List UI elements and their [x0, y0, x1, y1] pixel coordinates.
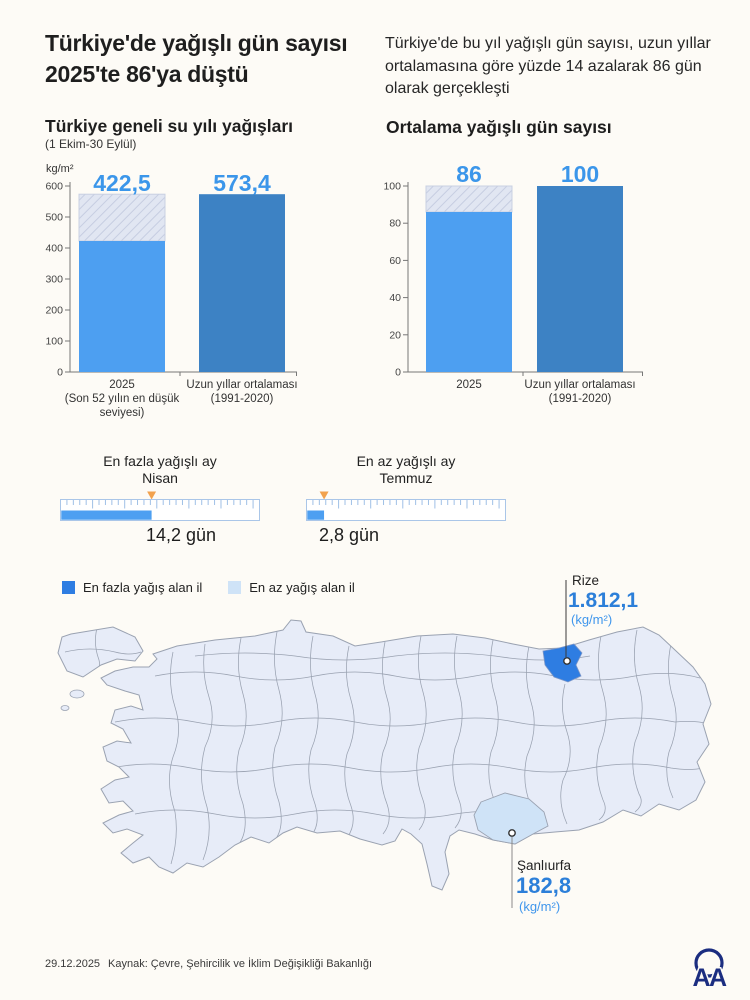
- gauge-caption: En az yağışlı ay: [356, 453, 456, 469]
- rize-unit: (kg/m²): [571, 612, 613, 627]
- svg-text:100: 100: [45, 336, 63, 348]
- svg-text:Uzun yıllar ortalaması: Uzun yıllar ortalaması: [186, 379, 297, 391]
- legend-label-max: En fazla yağış alan il: [83, 580, 203, 595]
- rize-point-marker: [563, 657, 571, 665]
- axis-ticks: [403, 185, 643, 376]
- svg-text:400: 400: [45, 243, 63, 255]
- island: [60, 705, 70, 711]
- bar-long-term-average: [199, 194, 285, 372]
- sanliurfa-point-marker: [508, 829, 516, 837]
- svg-text:60: 60: [389, 255, 401, 267]
- gauge-value: 14,2 gün: [146, 525, 217, 545]
- page-title-line2: 2025'te 86'ya düştü: [45, 61, 249, 87]
- gauge-label: En fazla yağışlı ay Nisan: [60, 453, 260, 487]
- left-chart-title: Türkiye geneli su yılı yağışları: [45, 116, 294, 136]
- bar-2025-value: 422,5: [93, 170, 151, 196]
- gauge-marker-icon: [147, 491, 157, 500]
- svg-text:(1991-2020): (1991-2020): [549, 393, 612, 405]
- aa-agency-logo: AA: [691, 948, 729, 992]
- axis-ticks: [65, 185, 297, 376]
- legend-swatch-min: [228, 581, 242, 594]
- bar-average-value: 573,4: [213, 170, 271, 196]
- legend-swatch-max: [62, 581, 75, 594]
- svg-text:0: 0: [57, 367, 63, 379]
- publish-date: 29.12.2025: [45, 958, 101, 970]
- bar-2025-value: 86: [456, 161, 482, 187]
- sanliurfa-label: Şanlıurfa: [517, 858, 572, 873]
- svg-text:40: 40: [389, 292, 401, 304]
- legend-item-max: En fazla yağış alan il: [62, 580, 202, 595]
- gauge-month: Temmuz: [379, 470, 433, 486]
- y-axis-unit: kg/m²: [46, 163, 74, 175]
- logo-letters: AA: [692, 964, 727, 992]
- svg-text:2025: 2025: [109, 379, 135, 391]
- ruler-track: [306, 499, 506, 521]
- legend-item-min: En az yağış alan il: [228, 580, 355, 595]
- gauge-wettest-month: En fazla yağışlı ay Nisan 14,2 gün: [60, 453, 260, 545]
- ruler-fill: [61, 510, 152, 520]
- svg-text:2025: 2025: [456, 379, 482, 391]
- sanliurfa-unit: (kg/m²): [519, 899, 561, 914]
- bar-long-term-average: [537, 186, 623, 372]
- page-title: Türkiye'de yağışlı gün sayısı 2025'te 86'…: [45, 28, 385, 90]
- ruler-ticks: [312, 500, 500, 509]
- rainy-days-bar-chart: 0 20 40 60 80 100 86 100 2025 Uzun yılla…: [383, 161, 643, 405]
- turkey-provinces-map: [57, 580, 712, 908]
- ruler-ticks: [66, 500, 254, 509]
- category-labels: 2025 (Son 52 yılın en düşük seviyesi) Uz…: [65, 379, 298, 419]
- gauge-driest-month: En az yağışlı ay Temmuz 2,8 gün: [306, 453, 506, 545]
- logo-circle: [694, 948, 724, 978]
- province-sanliurfa: [473, 792, 549, 845]
- rize-value: 1.812,1: [568, 589, 639, 612]
- svg-text:seviyesi): seviyesi): [100, 407, 145, 419]
- svg-text:300: 300: [45, 274, 63, 286]
- ruler-gauge: [306, 491, 506, 521]
- island: [69, 689, 85, 699]
- svg-text:100: 100: [383, 181, 401, 193]
- gauge-caption: En fazla yağışlı ay: [103, 453, 217, 469]
- gauge-marker-icon: [319, 491, 329, 500]
- gauge-value: 2,8 gün: [319, 525, 380, 545]
- page-title-line1: Türkiye'de yağışlı gün sayısı: [45, 30, 348, 56]
- bar-2025: [426, 212, 512, 372]
- sanliurfa-value: 182,8: [516, 873, 572, 898]
- svg-text:0: 0: [395, 367, 401, 379]
- y-tick-labels: 0 100 200 300 400 500 600: [45, 181, 63, 379]
- legend-label-min: En az yağış alan il: [249, 580, 355, 595]
- bar-average-value: 100: [561, 161, 599, 187]
- bar-2025: [79, 241, 165, 372]
- left-chart-subtitle: (1 Ekim-30 Eylül): [45, 137, 137, 151]
- rize-label: Rize: [572, 573, 600, 588]
- svg-text:(Son 52 yılın en düşük: (Son 52 yılın en düşük: [65, 393, 180, 405]
- bar-2025-gap-hatch: [78, 193, 166, 242]
- svg-text:200: 200: [45, 305, 63, 317]
- y-tick-labels: 0 20 40 60 80 100: [383, 181, 401, 379]
- svg-text:500: 500: [45, 212, 63, 224]
- bar-2025-gap-hatch: [425, 185, 513, 213]
- intro-text: Türkiye'de bu yıl yağışlı gün sayısı, uz…: [385, 35, 711, 97]
- anatolia-region: [100, 619, 712, 891]
- svg-text:600: 600: [45, 181, 63, 193]
- map-legend: En fazla yağış alan il En az yağış alan …: [62, 580, 355, 595]
- svg-text:Uzun yıllar ortalaması: Uzun yıllar ortalaması: [524, 379, 635, 391]
- gauge-month: Nisan: [142, 470, 178, 486]
- right-chart-title: Ortalama yağışlı gün sayısı: [386, 117, 612, 137]
- category-labels: 2025 Uzun yıllar ortalaması (1991-2020): [456, 379, 635, 405]
- source-credit: Kaynak: Çevre, Şehircilik ve İklim Değiş…: [108, 958, 373, 970]
- ruler-fill: [307, 510, 325, 520]
- precipitation-bar-chart: kg/m² 0 100 200 300 400 500 600 422,5 57…: [45, 163, 298, 419]
- svg-text:80: 80: [389, 218, 401, 230]
- svg-text:20: 20: [389, 329, 401, 341]
- gauge-label: En az yağışlı ay Temmuz: [306, 453, 506, 487]
- svg-text:(1991-2020): (1991-2020): [211, 393, 274, 405]
- ruler-gauge: [60, 491, 260, 521]
